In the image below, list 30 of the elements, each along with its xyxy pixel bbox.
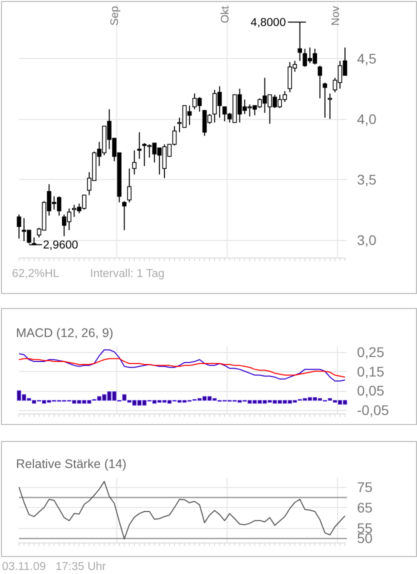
- y-tick-label: 4,5: [357, 50, 377, 66]
- y-tick-label: 3,5: [357, 171, 377, 188]
- chart-title: MACD (12, 26, 9): [16, 326, 114, 340]
- x-tick-label: Okt: [219, 6, 232, 24]
- line-series: [18, 349, 346, 382]
- y-tick-label: 0,15: [357, 363, 384, 380]
- candlestick: [127, 168, 132, 203]
- chart-title: Relative Stärke (14): [16, 457, 126, 471]
- x-tick-label: Nov: [330, 6, 342, 26]
- x-tick-label: Sep: [109, 6, 122, 26]
- candlestick: [322, 82, 328, 118]
- candlestick: [318, 65, 322, 99]
- candlestick: [137, 132, 142, 160]
- text: Intervall: 1 Tag: [90, 268, 165, 280]
- annotation: 4,8000: [250, 17, 286, 30]
- y-tick-label: 0,25: [357, 344, 384, 360]
- annotation: 2,9600: [43, 240, 78, 252]
- text: 62,2%HL: [12, 268, 60, 280]
- line-series: [18, 358, 346, 378]
- y-tick-label: 65: [357, 499, 373, 516]
- y-tick-label: 0,05: [357, 382, 384, 399]
- y-tick-label: 3,0: [357, 232, 377, 248]
- text: 03.11.09 17:35 Uhr: [2, 561, 106, 573]
- y-tick-label: -0,05: [357, 402, 390, 418]
- candlestick: [122, 200, 126, 231]
- y-tick-label: 75: [357, 479, 373, 496]
- y-tick-label: 4,0: [357, 110, 377, 127]
- candlestick: [132, 150, 137, 176]
- line-series: [18, 480, 346, 540]
- candlestick: [16, 214, 22, 240]
